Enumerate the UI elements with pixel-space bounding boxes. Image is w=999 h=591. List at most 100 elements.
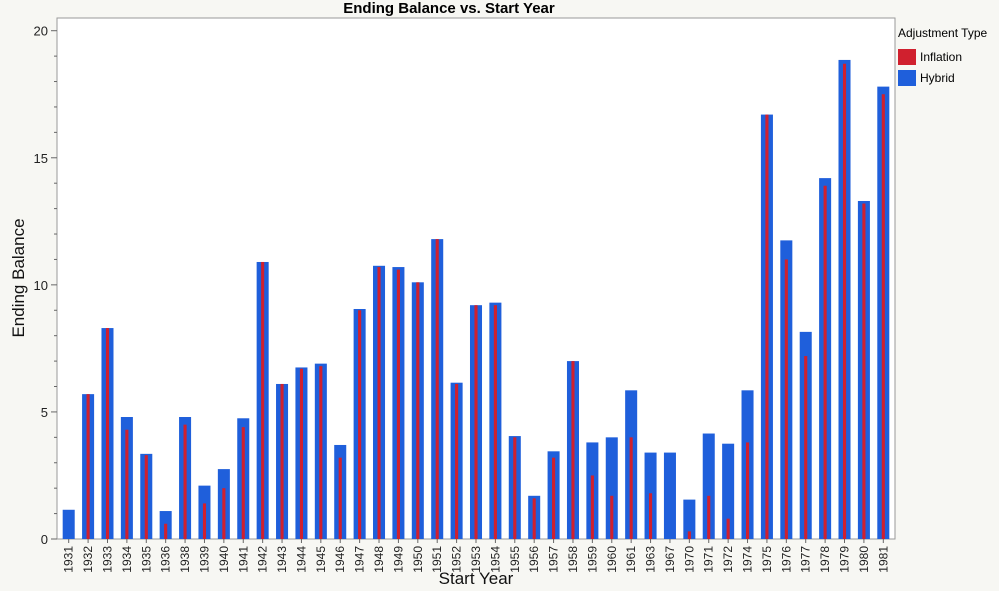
x-tick-label: 1954 [488, 546, 502, 573]
y-tick-label: 20 [34, 24, 48, 39]
x-axis-title: Start Year [439, 569, 514, 588]
x-tick-label: 1945 [314, 546, 328, 573]
bar-inflation-1953 [474, 305, 478, 539]
x-tick-label: 1951 [430, 546, 444, 573]
bar-inflation-1979 [842, 63, 847, 540]
bar-hybrid-1971 [702, 433, 715, 539]
legend-label-inflation: Inflation [920, 49, 963, 64]
x-tick-label: 1970 [682, 546, 696, 573]
x-tick-label: 1933 [100, 546, 114, 573]
legend-item-hybrid: Hybrid [898, 67, 999, 88]
bar-inflation-1947 [358, 310, 362, 539]
bar-inflation-1936 [164, 523, 168, 539]
bar-hybrid-1967 [663, 452, 676, 539]
bar-inflation-1952 [455, 383, 459, 539]
bar-inflation-1945 [319, 366, 323, 539]
x-tick-label: 1934 [120, 546, 134, 573]
bar-inflation-1956 [532, 498, 536, 539]
bar-inflation-1960 [610, 495, 614, 539]
x-tick-label: 1949 [391, 546, 405, 573]
bar-hybrid-1960 [605, 437, 618, 539]
legend-swatch-hybrid [898, 69, 916, 86]
x-tick-label: 1975 [760, 546, 774, 573]
bar-hybrid-1931 [62, 509, 75, 539]
bar-inflation-1946 [338, 457, 342, 539]
x-tick-label: 1942 [256, 546, 270, 573]
bar-inflation-1957 [552, 457, 556, 539]
legend-item-inflation: Inflation [898, 46, 999, 67]
bar-inflation-1954 [493, 305, 497, 539]
bar-inflation-1977 [804, 356, 808, 539]
x-tick-label: 1960 [605, 546, 619, 573]
bar-inflation-1935 [144, 455, 148, 539]
y-tick-label: 5 [41, 405, 48, 420]
x-tick-label: 1948 [372, 546, 386, 573]
x-tick-label: 1955 [508, 546, 522, 573]
bar-inflation-1943 [280, 383, 284, 539]
bar-inflation-1942 [261, 261, 265, 539]
x-tick-label: 1953 [469, 546, 483, 573]
x-tick-label: 1941 [236, 546, 250, 573]
bar-inflation-1958 [571, 361, 575, 539]
bar-inflation-1963 [649, 493, 653, 539]
x-tick-label: 1940 [217, 546, 231, 573]
bar-inflation-1938 [183, 424, 187, 539]
x-tick-label: 1944 [294, 546, 308, 573]
x-tick-label: 1977 [799, 546, 813, 573]
bar-inflation-1944 [299, 368, 303, 539]
x-tick-label: 1957 [547, 546, 561, 573]
y-tick-label: 10 [34, 278, 48, 293]
x-tick-label: 1950 [411, 546, 425, 573]
x-tick-label: 1972 [721, 546, 735, 573]
x-tick-label: 1979 [838, 546, 852, 573]
bar-inflation-1961 [629, 437, 633, 539]
y-tick-label: 15 [34, 151, 48, 166]
x-tick-label: 1952 [450, 546, 464, 573]
legend: Adjustment Type Inflation Hybrid [898, 26, 999, 88]
x-tick-label: 1938 [178, 546, 192, 573]
bar-inflation-1980 [862, 203, 866, 539]
x-tick-label: 1932 [81, 546, 95, 573]
bar-inflation-1976 [784, 259, 788, 539]
y-axis-title: Ending Balance [9, 218, 28, 337]
x-tick-label: 1971 [702, 546, 716, 573]
x-tick-label: 1936 [159, 546, 173, 573]
x-tick-label: 1935 [139, 546, 153, 573]
bar-inflation-1972 [726, 518, 730, 539]
bar-inflation-1932 [86, 394, 90, 539]
legend-title: Adjustment Type [898, 26, 988, 40]
x-tick-label: 1959 [585, 546, 599, 573]
bar-inflation-1941 [241, 427, 245, 539]
x-tick-label: 1943 [275, 546, 289, 573]
bar-inflation-1975 [765, 114, 769, 539]
x-tick-label: 1967 [663, 546, 677, 573]
x-tick-label: 1931 [62, 546, 76, 573]
bar-inflation-1934 [125, 429, 129, 539]
bar-hybrid-1970 [683, 499, 696, 539]
bar-inflation-1933 [105, 328, 110, 539]
x-tick-label: 1958 [566, 546, 580, 573]
x-tick-label: 1963 [644, 546, 658, 573]
bar-hybrid-1972 [722, 443, 735, 539]
bar-inflation-1981 [881, 94, 885, 540]
bar-inflation-1959 [590, 475, 594, 539]
x-tick-label: 1947 [353, 546, 367, 573]
bar-inflation-1970 [687, 531, 691, 539]
x-tick-label: 1974 [741, 546, 755, 573]
bar-inflation-1940 [222, 488, 226, 539]
legend-swatch-inflation [898, 48, 916, 65]
bar-inflation-1951 [435, 239, 439, 540]
bar-inflation-1971 [707, 495, 711, 539]
x-tick-label: 1946 [333, 546, 347, 573]
x-tick-label: 1961 [624, 546, 638, 573]
bar-inflation-1955 [513, 437, 517, 539]
y-tick-label: 0 [41, 532, 48, 547]
x-tick-label: 1980 [857, 546, 871, 573]
bar-inflation-1974 [745, 442, 750, 539]
x-tick-label: 1939 [197, 546, 211, 573]
bar-inflation-1978 [823, 185, 827, 540]
x-tick-label: 1956 [527, 546, 541, 573]
bar-inflation-1939 [202, 503, 207, 539]
x-tick-label: 1978 [818, 546, 832, 573]
